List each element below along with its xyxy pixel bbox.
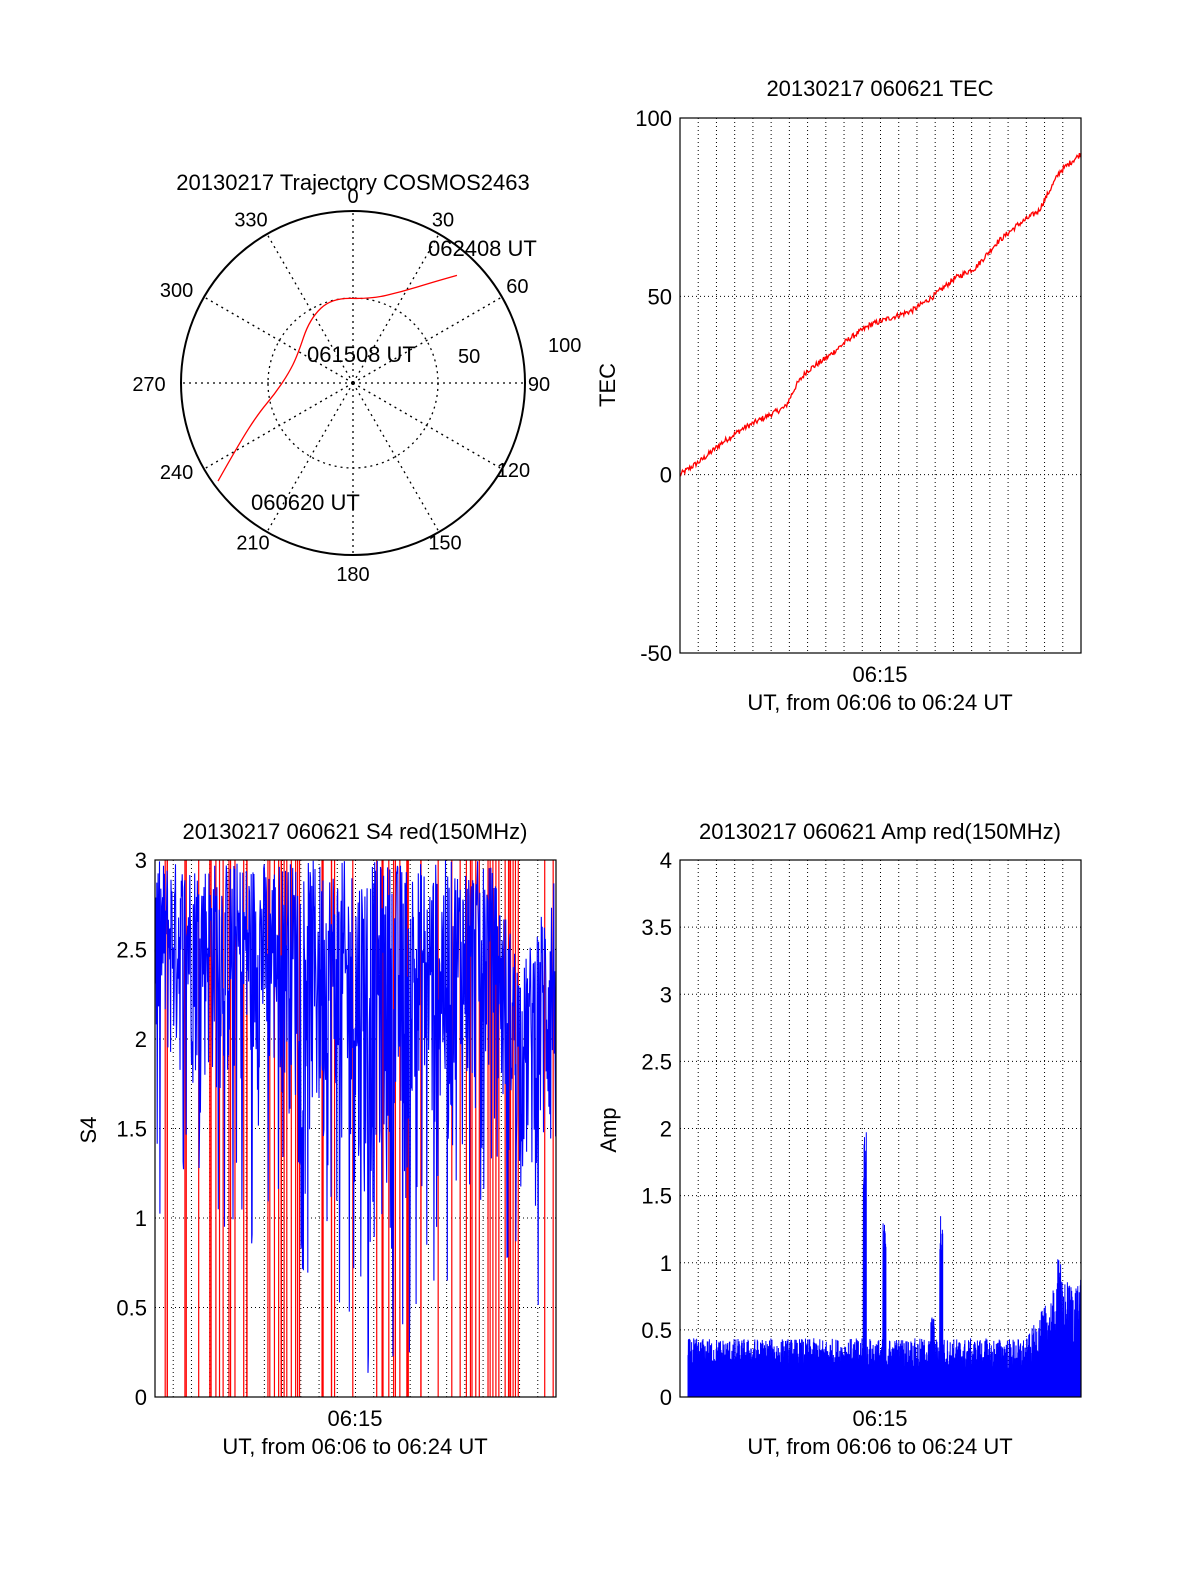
- polar-trajectory-chart: 20130217 Trajectory COSMOS2463 0 30 60 90 12…: [132, 170, 581, 586]
- s4-chart: 20130217 060621 S4 red(150MHz) 3 2.5 2 1.5 1…: [76, 819, 557, 1459]
- amp-x-tick-label: 06:15: [852, 1406, 907, 1431]
- azimuth-labels: 0 30 60 90 120 150 180 210 240 270 300 330: [132, 186, 550, 586]
- y-tick-label: 2: [135, 1027, 147, 1052]
- y-tick-label: 0: [660, 1385, 672, 1410]
- y-tick-label: 100: [635, 106, 672, 131]
- azimuth-label: 150: [428, 532, 461, 554]
- amp-grid: [680, 860, 1081, 1397]
- y-tick-label: 2: [660, 1117, 672, 1142]
- polar-spoke: [266, 382, 354, 533]
- s4-x-axis-label: UT, from 06:06 to 06:24 UT: [222, 1434, 487, 1459]
- y-tick-label: 2.5: [641, 1049, 672, 1074]
- amp-blue-series: [687, 1132, 1082, 1398]
- azimuth-label: 330: [234, 210, 267, 232]
- tec-plot-frame: [679, 117, 1082, 654]
- polar-chart-title: 20130217 Trajectory COSMOS2463: [176, 170, 529, 195]
- radial-label-100: 100: [548, 335, 581, 357]
- azimuth-label: 90: [528, 374, 550, 396]
- y-tick-label: 3.5: [641, 915, 672, 940]
- azimuth-label: 60: [506, 276, 528, 298]
- s4-plot-frame: [154, 859, 557, 1398]
- y-tick-label: 0: [135, 1385, 147, 1410]
- radial-label-50: 50: [458, 346, 480, 368]
- s4-y-tick-labels: 3 2.5 2 1.5 1 0.5 0: [116, 848, 147, 1410]
- y-tick-label: 2.5: [116, 938, 147, 963]
- azimuth-label: 0: [347, 186, 358, 208]
- y-tick-label: 0.5: [641, 1318, 672, 1343]
- y-tick-label: 0: [660, 463, 672, 488]
- track-end-label: 062408 UT: [428, 236, 537, 261]
- polar-spoke: [352, 296, 503, 384]
- trajectory-track: [217, 274, 458, 482]
- amp-y-tick-labels: 4 3.5 3 2.5 2 1.5 1 0.5 0: [641, 848, 672, 1410]
- polar-spoke: [203, 382, 354, 470]
- track-start-label: 060620 UT: [251, 490, 360, 515]
- amp-chart-title: 20130217 060621 Amp red(150MHz): [699, 819, 1061, 844]
- y-tick-label: 0.5: [116, 1296, 147, 1321]
- tec-chart-title: 20130217 060621 TEC: [766, 76, 993, 101]
- y-tick-label: -50: [640, 641, 672, 666]
- azimuth-label: 270: [132, 374, 165, 396]
- y-tick-label: 50: [648, 284, 672, 309]
- polar-spoke: [352, 233, 440, 384]
- s4-y-axis-label: S4: [76, 1117, 101, 1144]
- y-tick-label: 3: [135, 848, 147, 873]
- y-tick-label: 1: [660, 1251, 672, 1276]
- y-tick-label: 3: [660, 982, 672, 1007]
- amp-blue-line: [687, 1132, 1082, 1398]
- s4-x-tick-label: 06:15: [327, 1406, 382, 1431]
- amp-chart: 20130217 060621 Amp red(150MHz) 4 3.5 3 2.5…: [596, 819, 1082, 1459]
- azimuth-label: 300: [160, 280, 193, 302]
- tec-grid: [680, 118, 1081, 653]
- s4-chart-title: 20130217 060621 S4 red(150MHz): [183, 819, 528, 844]
- y-tick-label: 1: [135, 1206, 147, 1231]
- s4-blue-line: [154, 860, 557, 1373]
- polar-spoke: [352, 382, 440, 533]
- azimuth-label: 180: [336, 564, 369, 586]
- polar-spoke: [203, 296, 354, 384]
- polar-spoke: [352, 382, 503, 470]
- y-tick-label: 1.5: [641, 1184, 672, 1209]
- polar-outer-circle: [180, 210, 526, 556]
- tec-x-tick-label: 06:15: [852, 662, 907, 687]
- azimuth-label: 30: [432, 210, 454, 232]
- amp-x-axis-label: UT, from 06:06 to 06:24 UT: [747, 1434, 1012, 1459]
- tec-chart: 20130217 060621 TEC 100 50 0 -50 06:15 UT, …: [595, 76, 1082, 715]
- y-tick-label: 4: [660, 848, 672, 873]
- amp-plot-frame: [679, 859, 1082, 1398]
- y-tick-label: 1.5: [116, 1117, 147, 1142]
- tec-y-axis-label: TEC: [595, 363, 620, 407]
- track-mid-label: 061508 UT: [307, 342, 416, 367]
- s4-blue-series: [154, 860, 557, 1373]
- polar-spoke: [266, 233, 354, 384]
- tec-y-tick-labels: 100 50 0 -50: [635, 106, 672, 666]
- azimuth-label: 120: [497, 460, 530, 482]
- azimuth-label: 210: [236, 532, 269, 554]
- amp-y-axis-label: Amp: [596, 1107, 621, 1152]
- polar-grid: [181, 211, 525, 555]
- tec-x-axis-label: UT, from 06:06 to 06:24 UT: [747, 690, 1012, 715]
- azimuth-label: 240: [160, 462, 193, 484]
- tec-series-line: [679, 152, 1082, 477]
